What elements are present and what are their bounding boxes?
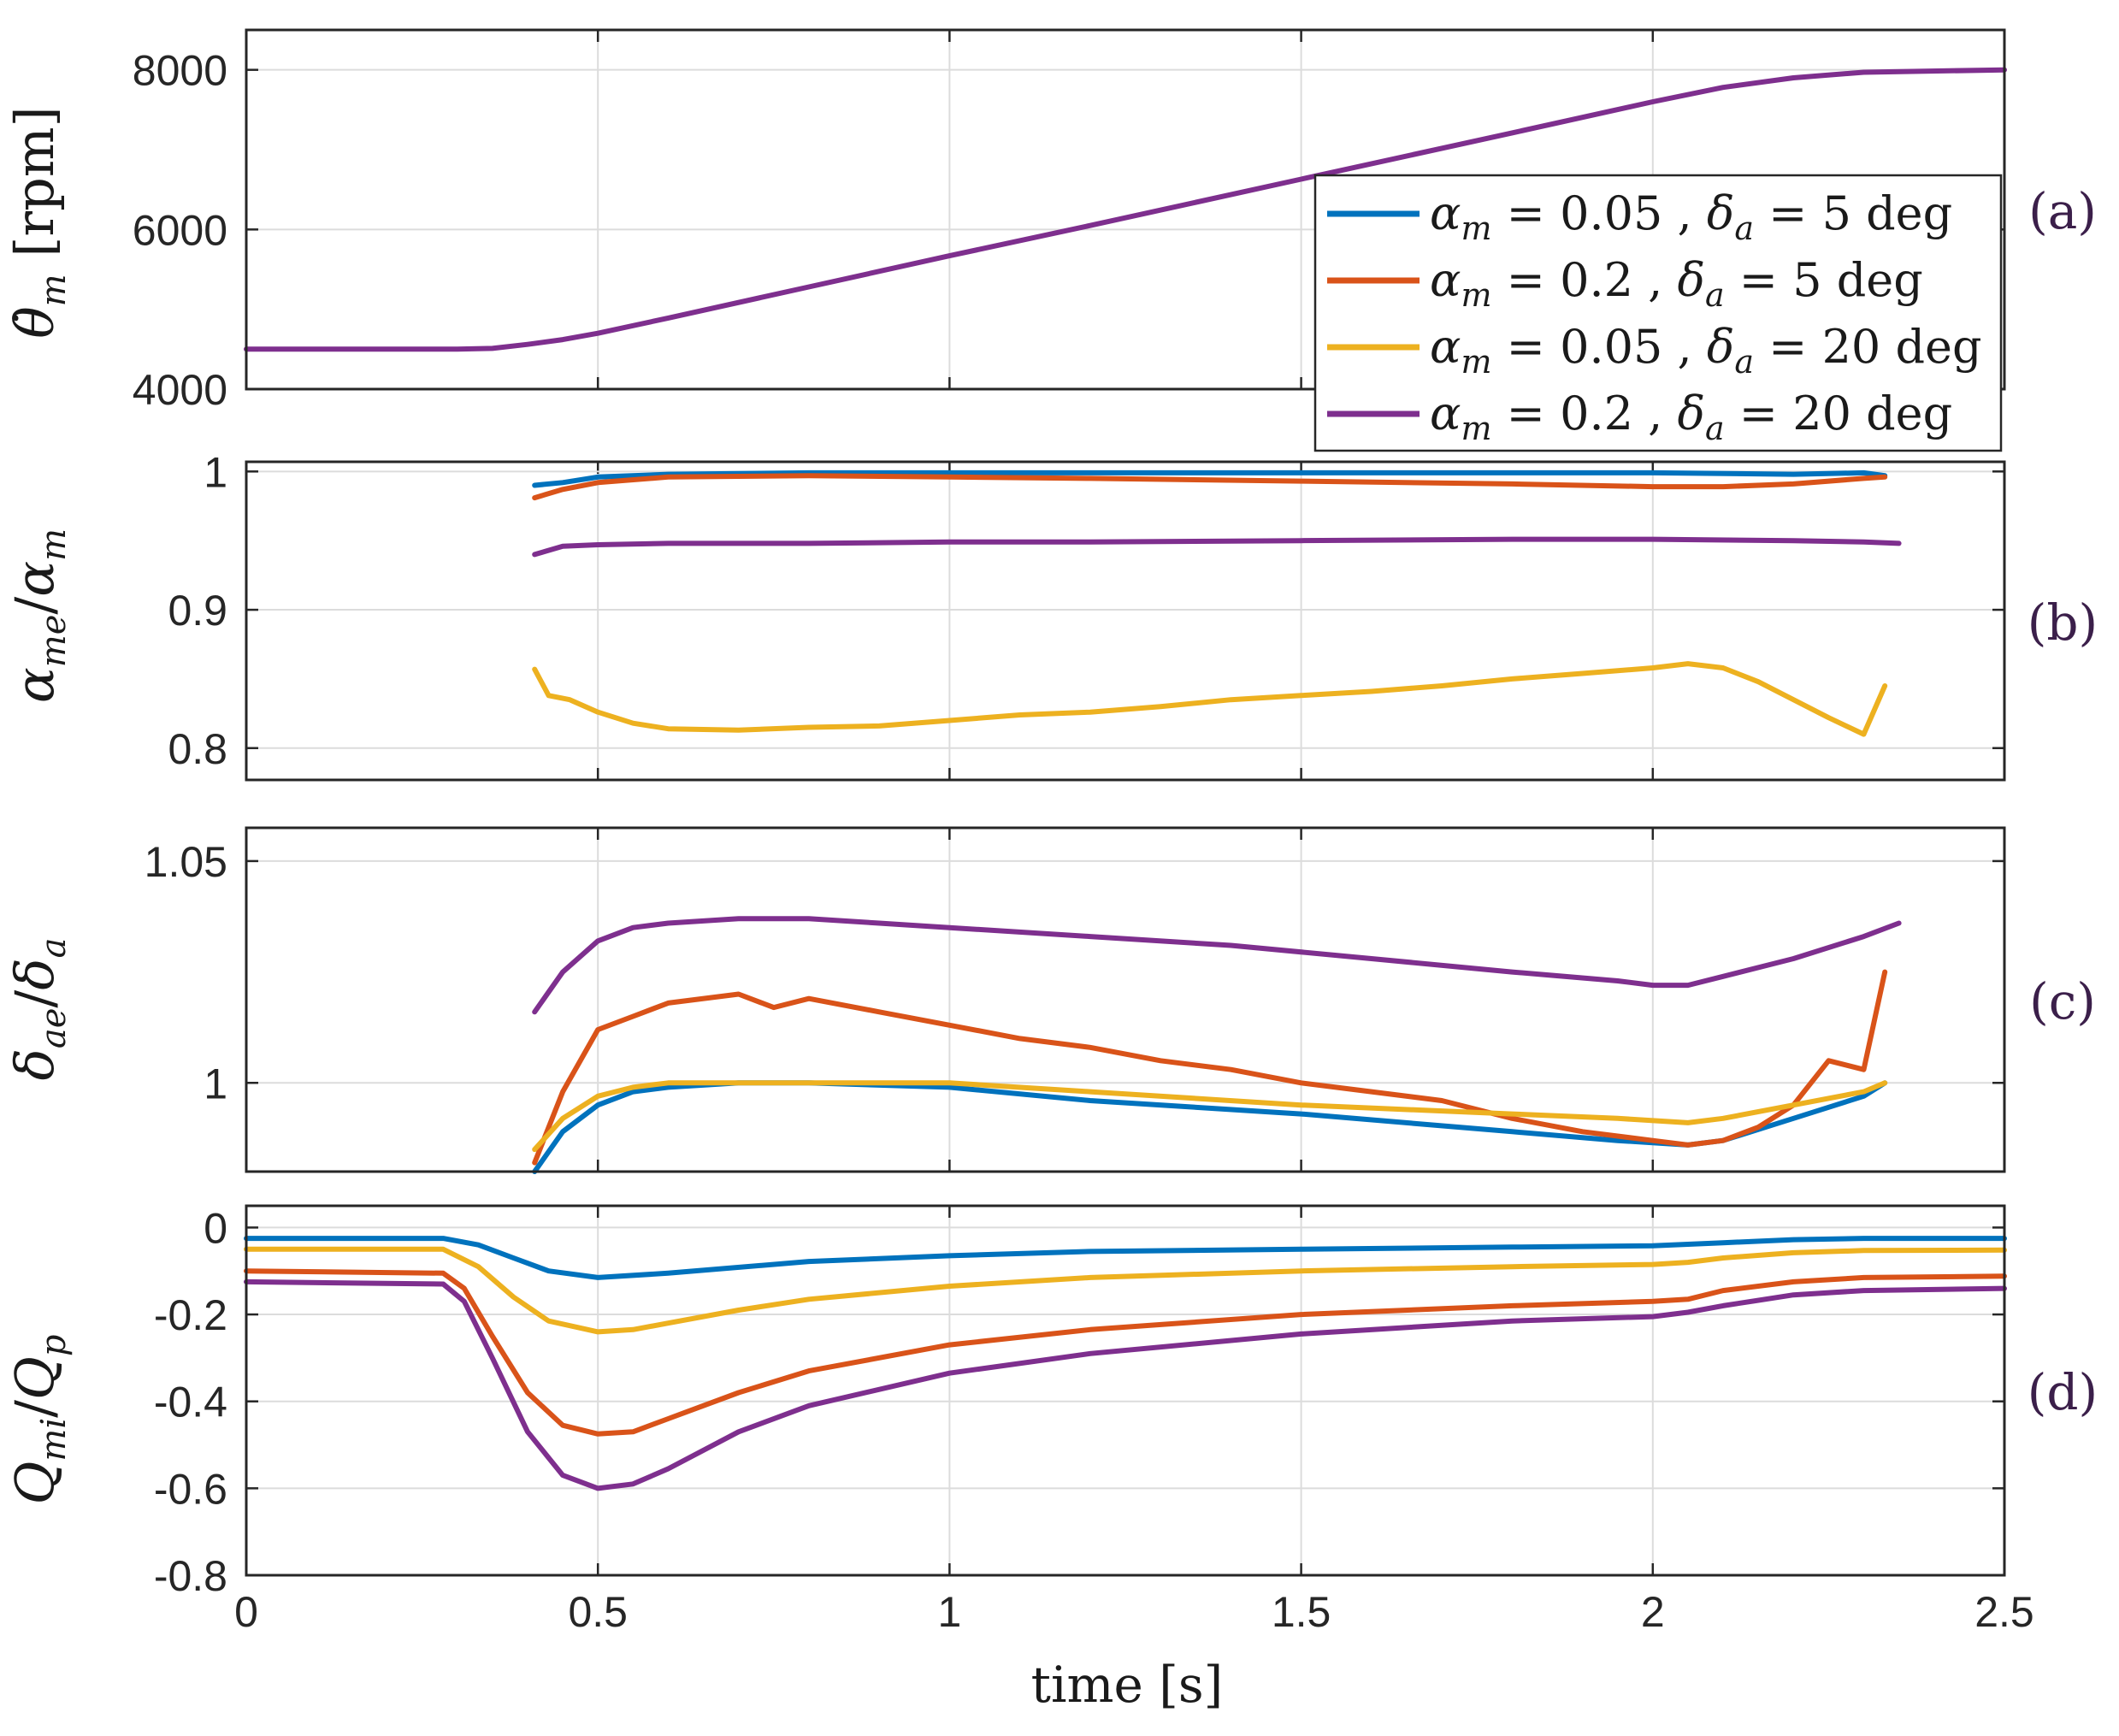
series-line <box>244 1268 2007 1437</box>
legend-entry-label: αm = 0.05 , δa = 5 deg <box>1430 186 1952 247</box>
series-line <box>532 916 1902 1015</box>
y-tick-label: 1 <box>204 1060 227 1107</box>
axes-frame <box>245 826 2006 1173</box>
y-tick-label: 1 <box>204 448 227 496</box>
y-tick-label: -0.2 <box>154 1291 227 1339</box>
panel-label: (d) <box>2028 1363 2098 1421</box>
y-tick-label: 4000 <box>133 366 227 414</box>
panel-b: 0.8 0.9 1 (b) <box>168 448 2098 782</box>
series-line <box>532 469 1888 488</box>
y-tick-label: -0.8 <box>154 1552 227 1600</box>
series-line <box>532 473 1888 501</box>
series-line <box>532 1080 1888 1174</box>
x-tick-label: 0 <box>234 1588 258 1636</box>
y-tick-label: -0.6 <box>154 1465 227 1513</box>
legend-box <box>1313 174 2003 452</box>
series-line <box>532 1080 1888 1153</box>
ylabel-c: δae/δa <box>3 938 74 1081</box>
legend-entry-label: αm = 0.2 , δa = 5 deg <box>1430 253 1923 314</box>
series-line <box>532 661 1888 737</box>
axes-frame <box>245 1204 2006 1577</box>
y-tick-label: 6000 <box>133 206 227 254</box>
series-line <box>532 969 1888 1166</box>
panel-label: (b) <box>2028 593 2098 652</box>
y-tick-label: 8000 <box>133 47 227 95</box>
x-tick-label: 1.5 <box>1272 1588 1331 1636</box>
ylabel-b: αme/αm <box>3 528 74 703</box>
series-line <box>532 536 1902 558</box>
panel-c: 1 1.05 (c) <box>145 826 2096 1174</box>
panel-d: -0.8 -0.6 -0.4 -0.2 0 (d) 0 0.5 1 1.5 2 2.5 <box>154 1204 2098 1636</box>
series-line <box>244 67 2007 352</box>
axes-frame <box>245 460 2006 782</box>
ylabel-d: Qmi/Qp <box>3 1335 74 1505</box>
x-tick-label: 2.5 <box>1974 1588 2034 1636</box>
y-tick-label: 0.9 <box>168 587 227 635</box>
y-tick-label: 0 <box>204 1204 227 1252</box>
y-tick-label: 1.05 <box>145 838 227 886</box>
legend-entry-label: αm = 0.05 , δa = 20 deg <box>1430 320 1982 381</box>
legend-entry-label: αm = 0.2 , δa = 20 deg <box>1430 387 1952 447</box>
ylabel-a: θ̇m [rpm] <box>3 106 74 338</box>
x-tick-label: 1 <box>937 1588 961 1636</box>
series-line <box>244 1278 2007 1491</box>
panel-label: (a) <box>2028 182 2097 240</box>
y-tick-label: -0.4 <box>154 1379 227 1426</box>
x-axis-label: time [s] <box>1031 1656 1224 1714</box>
x-tick-label: 2 <box>1641 1588 1665 1636</box>
x-tick-label: 0.5 <box>568 1588 628 1636</box>
series-line <box>244 1246 2007 1335</box>
panel-label: (c) <box>2029 972 2096 1030</box>
y-tick-label: 0.8 <box>168 725 227 773</box>
axes-frame <box>245 28 2006 391</box>
series-line <box>244 1236 2007 1280</box>
